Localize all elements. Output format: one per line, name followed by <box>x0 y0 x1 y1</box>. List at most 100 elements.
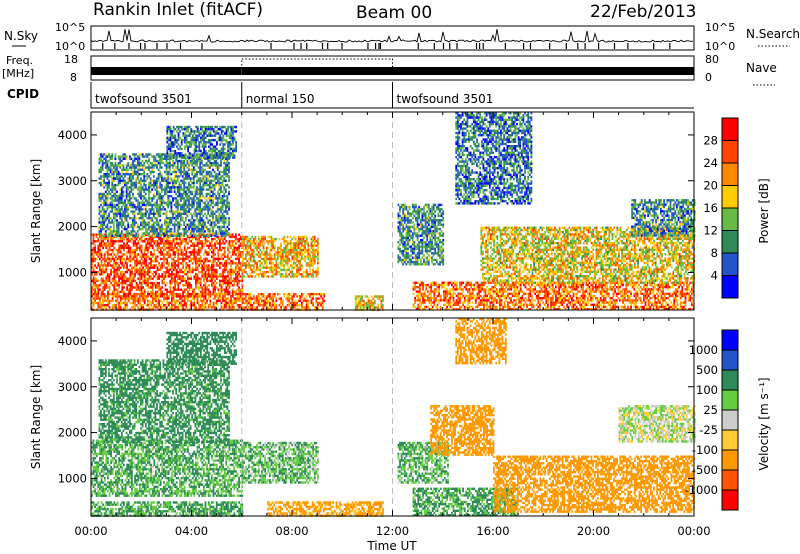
data-cell <box>195 156 197 159</box>
cpid-segment-label: normal 150 <box>246 92 315 106</box>
data-cell <box>223 246 226 250</box>
data-cell <box>222 277 224 280</box>
data-cell <box>126 295 128 298</box>
data-cell <box>147 286 149 289</box>
data-cell <box>152 228 155 231</box>
data-cell <box>92 246 95 250</box>
data-cell <box>156 223 158 226</box>
data-cell <box>218 214 221 218</box>
data-cell <box>121 277 124 280</box>
data-cell <box>238 246 240 250</box>
data-cell <box>126 292 128 296</box>
data-cell <box>108 173 110 176</box>
data-cell <box>160 195 163 198</box>
data-cell <box>192 154 194 157</box>
data-cell <box>109 164 112 167</box>
data-cell <box>200 221 203 224</box>
data-cell <box>118 255 120 258</box>
data-cell <box>111 197 114 200</box>
data-cell <box>116 290 119 294</box>
data-cell <box>218 217 221 220</box>
data-cell <box>167 301 170 305</box>
data-cell <box>159 162 162 165</box>
data-cell <box>121 284 124 287</box>
data-cell <box>193 253 196 256</box>
data-cell <box>168 145 170 148</box>
data-cell <box>200 210 203 213</box>
data-cell <box>181 162 184 165</box>
data-cell <box>140 293 143 296</box>
data-cell <box>236 270 239 274</box>
data-cell <box>184 156 186 159</box>
data-cell <box>210 208 213 211</box>
data-cell <box>131 257 133 261</box>
data-cell <box>216 232 219 235</box>
data-cell <box>192 195 195 198</box>
data-cell <box>168 166 171 169</box>
data-cell <box>124 201 126 204</box>
data-cell <box>145 257 148 261</box>
data-cell <box>220 177 222 180</box>
data-cell <box>136 168 139 171</box>
data-cell <box>91 248 93 252</box>
data-cell <box>117 162 120 165</box>
data-cell <box>123 277 125 280</box>
data-cell <box>185 130 188 133</box>
data-cell <box>109 230 112 233</box>
data-cell <box>228 168 230 171</box>
nave-tick-top: 80 <box>705 53 719 66</box>
data-cell <box>121 275 124 278</box>
data-cell <box>160 201 163 204</box>
data-cell <box>154 179 157 182</box>
data-cell <box>167 268 170 272</box>
data-cell <box>177 242 180 245</box>
data-cell <box>159 206 162 209</box>
data-cell <box>218 228 221 231</box>
data-cell <box>147 268 149 272</box>
data-cell <box>199 214 202 218</box>
data-cell <box>140 299 143 302</box>
data-cell <box>180 195 182 198</box>
data-cell <box>140 162 142 165</box>
data-cell <box>111 251 114 254</box>
data-cell <box>166 306 168 309</box>
data-cell <box>210 203 213 207</box>
data-cell <box>119 297 122 300</box>
data-cell <box>224 217 227 220</box>
data-cell <box>190 257 192 261</box>
data-cell <box>91 257 93 261</box>
data-cell <box>120 223 123 226</box>
data-cell <box>102 244 104 247</box>
data-cell <box>94 244 96 247</box>
data-cell <box>184 173 187 176</box>
data-cell <box>125 155 128 158</box>
data-cell <box>148 195 150 198</box>
data-cell <box>182 270 184 274</box>
data-cell <box>123 266 125 269</box>
data-cell <box>103 210 106 213</box>
data-cell <box>159 266 162 269</box>
data-cell <box>133 173 136 176</box>
data-cell <box>200 173 203 176</box>
data-cell <box>128 175 131 178</box>
data-cell <box>169 156 172 159</box>
data-cell <box>156 179 158 182</box>
data-cell <box>114 199 117 202</box>
data-cell <box>212 257 215 261</box>
data-cell <box>218 221 221 224</box>
data-cell <box>111 206 114 209</box>
data-cell <box>124 208 126 211</box>
data-cell <box>119 240 122 243</box>
data-cell <box>104 203 107 207</box>
data-cell <box>119 237 122 241</box>
data-cell <box>162 195 165 198</box>
data-cell <box>119 195 122 198</box>
data-cell <box>166 128 169 131</box>
data-cell <box>152 157 155 160</box>
data-cell <box>127 288 130 291</box>
data-cell <box>120 195 123 198</box>
data-cell <box>181 175 184 178</box>
data-cell <box>103 297 106 300</box>
data-cell <box>133 219 136 222</box>
data-cell <box>193 246 196 250</box>
